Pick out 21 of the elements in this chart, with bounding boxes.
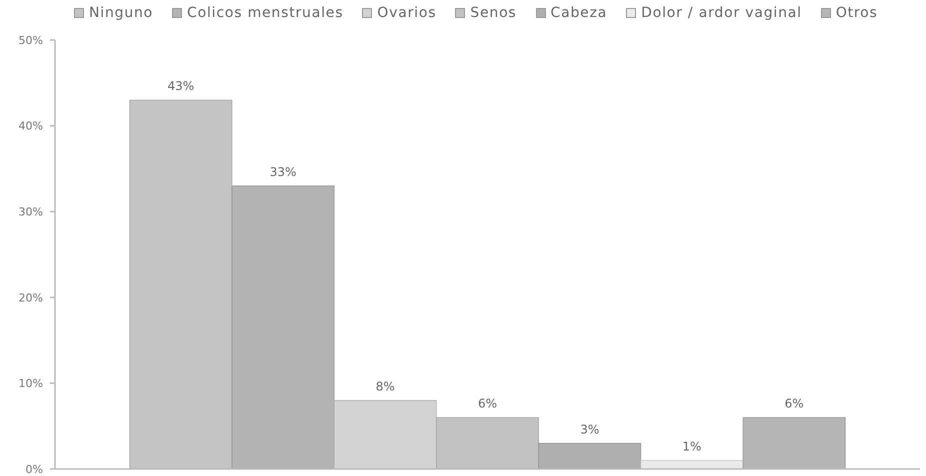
legend-label: Dolor / ardor vaginal — [641, 5, 802, 21]
bar — [538, 442, 642, 470]
data-label: 1% — [682, 439, 702, 454]
legend-label: Cabeza — [550, 5, 608, 21]
data-label: 8% — [376, 379, 395, 394]
legend-label: Ovarios — [377, 5, 436, 21]
legend-label: Colicos menstruales — [187, 5, 344, 21]
y-tick-label: 30% — [18, 205, 43, 218]
legend-label: Otros — [836, 5, 878, 21]
y-tick-label: 20% — [18, 291, 43, 304]
y-tick-label: 0% — [26, 462, 43, 476]
legend-label: Ninguno — [89, 5, 154, 21]
y-tick-label: 50% — [18, 34, 43, 47]
legend-label: Senos — [470, 5, 517, 21]
data-label: 43% — [168, 79, 194, 94]
data-label: 33% — [270, 164, 296, 179]
y-tick-label: 10% — [18, 377, 43, 390]
data-label: 3% — [580, 422, 600, 436]
y-tick-label: 40% — [18, 120, 43, 133]
data-label: 6% — [478, 396, 498, 411]
data-label: 6% — [784, 396, 804, 411]
